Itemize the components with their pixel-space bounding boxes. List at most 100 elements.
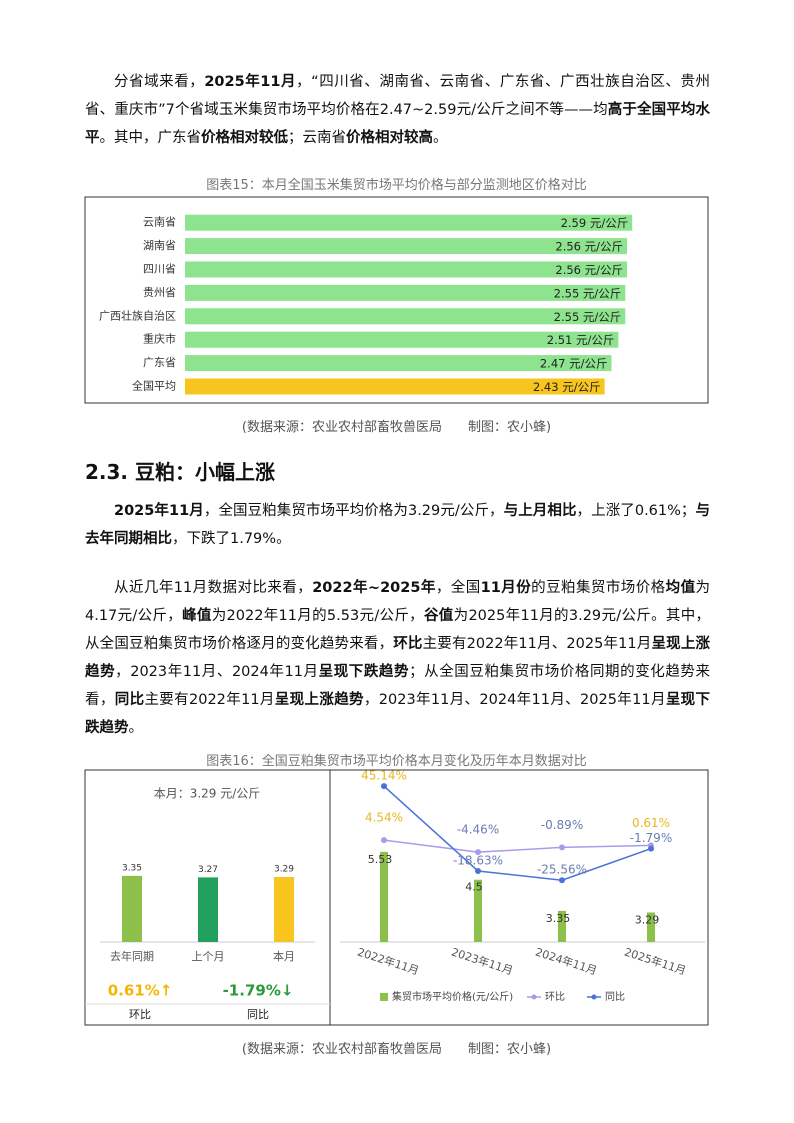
text: 从近几年11月数据对比来看， (114, 580, 313, 596)
line (383, 785, 652, 881)
stat-name: 同比 (247, 1008, 269, 1021)
value-label: 3.27 (198, 865, 218, 875)
category-label: 广西壮族自治区 (99, 308, 176, 322)
text: 为2025年11月的3.29元/公斤。其中，从全国豆粕集贸市场价格逐月的变化趋势… (85, 608, 711, 652)
bold-text: 价格相对较高 (346, 130, 433, 146)
bar (185, 261, 628, 278)
point (381, 837, 387, 844)
chart-frame (329, 769, 709, 1026)
bar (474, 879, 482, 942)
bold-text: 均值 (665, 580, 696, 596)
stat-value: -1.79%↓ (223, 982, 294, 1000)
text: 。 (433, 130, 448, 146)
legend-label: 环比 (545, 991, 565, 1003)
bold-text: 呈现下跌趋势 (318, 664, 410, 680)
text: ，下跌了1.79%。 (172, 531, 291, 547)
bold-text: 呈现上涨趋势 (274, 692, 364, 708)
legend-swatch (531, 994, 537, 1000)
bar (274, 877, 294, 942)
paragraph: 2025年11月，全国豆粕集贸市场平均价格为3.29元/公斤，与上月相比，上涨了… (85, 497, 710, 553)
text: ；从全国豆粕集贸市场价格同期的变化趋势来看， (85, 664, 711, 708)
point (475, 867, 481, 874)
category-label: 四川省 (143, 263, 176, 276)
point (559, 844, 565, 851)
bar (185, 355, 612, 372)
caption: 图表15：本月全国玉米集贸市场平均价格与部分监测地区价格对比 (206, 178, 587, 193)
bold-text: 峰值 (182, 608, 212, 624)
bold-text: 谷值 (423, 608, 454, 624)
point (559, 877, 565, 884)
text: ，全国 (435, 580, 481, 596)
text: 。其中，广东省 (99, 130, 202, 146)
value-label: 4.5 (465, 881, 483, 894)
bar (380, 851, 388, 942)
text: ，“四川省、湖南省、云南省、广东省、广西壮族自治区、贵州省、重庆市”7个省域玉米… (85, 74, 711, 118)
bar (558, 910, 566, 942)
category-label: 广东省 (143, 356, 176, 369)
value-label: 3.29 (274, 865, 294, 875)
source: (数据来源：农业农村部畜牧兽医局 制图：农小蜂) (241, 1042, 552, 1057)
bold-text: 2022年~2025年 (312, 580, 436, 596)
text: 主要有2022年11月 (144, 692, 275, 708)
value-label: 45.14% (361, 769, 407, 783)
line (383, 839, 652, 853)
value-label: 3.35 (122, 863, 142, 873)
bold-text: 与去年同期相比 (85, 503, 711, 547)
bold-text: 环比 (393, 636, 423, 652)
value-label: 2.47 元/公斤 (540, 357, 608, 371)
category-label: 重庆市 (143, 332, 176, 346)
bar (185, 238, 628, 255)
value-label: 2.43 元/公斤 (533, 380, 601, 394)
bar (647, 912, 655, 942)
bar (185, 331, 619, 348)
stat-name: 环比 (129, 1008, 151, 1021)
bold-text: 与上月相比 (503, 503, 577, 519)
text: 为2022年11月的5.53元/公斤， (211, 608, 424, 624)
value-label: 5.53 (368, 853, 393, 866)
category-label: 上个月 (192, 950, 225, 963)
bold-text: 2025年11月 (204, 74, 297, 90)
value-label: 3.29 (635, 913, 660, 926)
text: ，全国豆粕集贸市场平均价格为3.29元/公斤， (203, 503, 504, 519)
paragraph: 分省域来看，2025年11月，“四川省、湖南省、云南省、广东省、广西壮族自治区、… (85, 68, 710, 152)
text: 主要有2022年11月、2025年11月 (422, 636, 652, 652)
value-label: 3.35 (546, 912, 571, 925)
point (381, 783, 387, 790)
stat-value: 0.61%↑ (108, 982, 173, 1000)
caption: 图表16：全国豆粕集贸市场平均价格本月变化及历年本月数据对比 (206, 754, 587, 769)
legend-swatch (591, 994, 597, 1000)
bold-text: 呈现下跌趋势 (85, 692, 711, 736)
text: ，上涨了0.61%； (576, 503, 696, 519)
legend-label: 集贸市场平均价格(元/公斤) (392, 990, 513, 1003)
bar (198, 877, 218, 942)
legend-swatch (380, 993, 388, 1001)
bold-text: 高于全国平均水平 (85, 102, 711, 146)
category-label: 2025年11月 (623, 945, 688, 978)
value-label: 2.51 元/公斤 (547, 333, 615, 347)
paragraph: 从近几年11月数据对比来看，2022年~2025年，全国11月份的豆粕集贸市场价… (85, 574, 710, 742)
legend-label: 同比 (605, 991, 625, 1003)
value-label: 2.55 元/公斤 (554, 310, 622, 324)
bar (185, 284, 626, 301)
value-label: -1.79% (630, 831, 672, 845)
bold-text: 11月份 (480, 580, 532, 596)
category-label: 2023年11月 (450, 945, 515, 978)
text: 为4.17元/公斤， (85, 580, 711, 624)
bar (185, 378, 605, 395)
text: 分省域来看， (114, 74, 205, 90)
category-label: 全国平均 (132, 379, 176, 393)
bold-text: 呈现上涨趋势 (85, 636, 711, 680)
category-label: 贵州省 (143, 286, 176, 299)
category-label: 云南省 (143, 216, 176, 229)
point (648, 845, 654, 852)
value-label: 2.59 元/公斤 (561, 216, 629, 230)
source: (数据来源：农业农村部畜牧兽医局 制图：农小蜂) (241, 420, 552, 435)
bold-text: 2025年11月 (114, 503, 204, 519)
value-label: -18.63% (453, 853, 503, 867)
bar (185, 214, 633, 231)
text: 。 (128, 720, 144, 736)
bar (185, 308, 626, 325)
value-label: 2.56 元/公斤 (555, 240, 623, 254)
value-label: -25.56% (537, 863, 587, 877)
